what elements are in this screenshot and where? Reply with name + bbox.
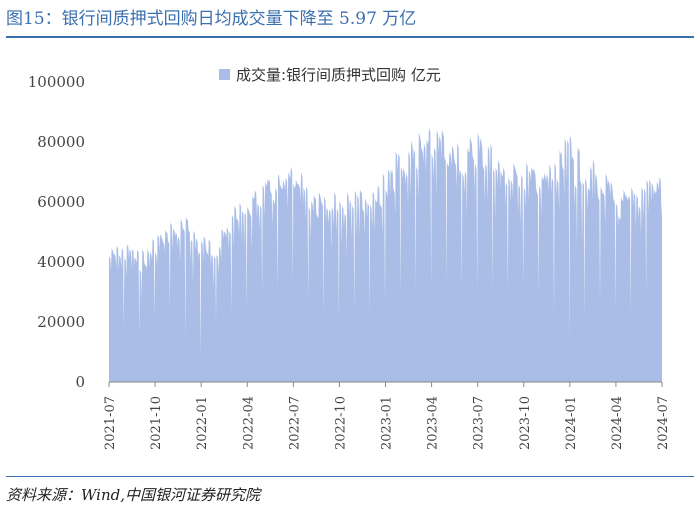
x-tick-label: 2022-04 <box>241 396 256 450</box>
legend-swatch <box>219 69 230 80</box>
x-tick-label: 2023-04 <box>426 396 441 450</box>
x-tick-label: 2022-07 <box>287 396 302 450</box>
x-tick-label: 2023-07 <box>472 396 487 450</box>
y-tick-label: 80000 <box>37 133 85 151</box>
x-tick-label: 2024-01 <box>564 396 579 450</box>
x-tick-label: 2024-07 <box>656 396 671 450</box>
plot-area <box>109 128 662 383</box>
x-tick-label: 2021-07 <box>103 396 118 450</box>
legend: 成交量:银行间质押式回购 亿元 <box>219 66 441 84</box>
y-tick-label: 20000 <box>37 313 85 331</box>
y-tick-label: 40000 <box>37 253 85 271</box>
y-tick-label: 100000 <box>28 73 85 91</box>
x-tick-label: 2023-10 <box>518 396 533 450</box>
x-tick-label: 2024-04 <box>610 396 625 450</box>
x-axis: 2021-07 2021-10 2022-01 2022-04 2022-07 2022-… <box>103 382 671 450</box>
legend-label: 成交量:银行间质押式回购 亿元 <box>236 66 441 84</box>
bottom-rule <box>6 476 694 477</box>
x-tick-label: 2023-01 <box>380 396 395 450</box>
series-area <box>109 128 662 383</box>
x-tick-label: 2022-10 <box>333 396 348 450</box>
y-axis: 0 20000 40000 60000 80000 100000 <box>28 73 85 391</box>
y-tick-label: 0 <box>75 373 85 391</box>
source-note: 资料来源：Wind,中国银河证券研究院 <box>6 484 260 505</box>
x-tick-label: 2022-01 <box>195 396 210 450</box>
y-tick-label: 60000 <box>37 193 85 211</box>
x-tick-label: 2021-10 <box>149 396 164 450</box>
